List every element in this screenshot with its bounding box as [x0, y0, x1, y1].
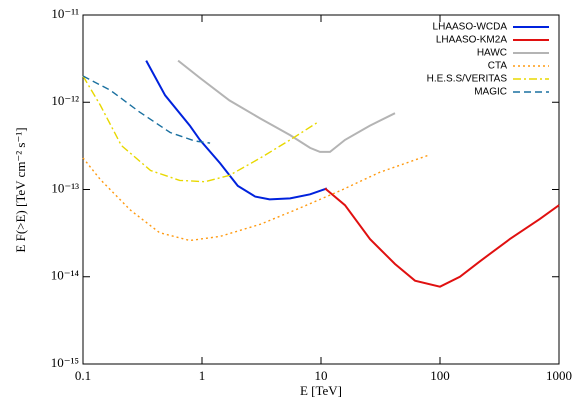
y-tick-label: 10⁻¹³: [51, 180, 79, 195]
series-line: [177, 59, 396, 153]
y-tick-label: 10⁻¹¹: [51, 6, 79, 21]
y-axis-label: E F(>E) [TeV cm⁻² s⁻¹]: [13, 127, 28, 252]
series-line: [82, 75, 211, 144]
series-line: [145, 60, 328, 201]
y-tick-label: 10⁻¹²: [51, 93, 79, 108]
x-tick-label: 0.1: [75, 368, 91, 383]
series-line: [324, 187, 560, 288]
legend-label: MAGIC: [474, 87, 507, 98]
series-line: [82, 75, 319, 183]
y-tick-label: 10⁻¹⁴: [51, 268, 80, 283]
x-axis-label: E [TeV]: [300, 383, 342, 398]
legend-label: CTA: [488, 61, 508, 72]
legend-label: LHAASO-KM2A: [436, 35, 507, 46]
plot-frame: [82, 14, 560, 365]
x-tick-label: 100: [430, 368, 450, 383]
x-tick-label: 1000: [546, 368, 572, 383]
series-line: [82, 154, 430, 242]
y-tick-label: 10⁻¹⁵: [51, 355, 79, 370]
x-tick-label: 10: [315, 368, 328, 383]
x-tick-label: 1: [199, 368, 206, 383]
legend-label: HAWC: [477, 48, 507, 59]
legend-label: H.E.S.S/VERITAS: [427, 74, 508, 85]
legend-label: LHAASO-WCDA: [433, 22, 508, 33]
